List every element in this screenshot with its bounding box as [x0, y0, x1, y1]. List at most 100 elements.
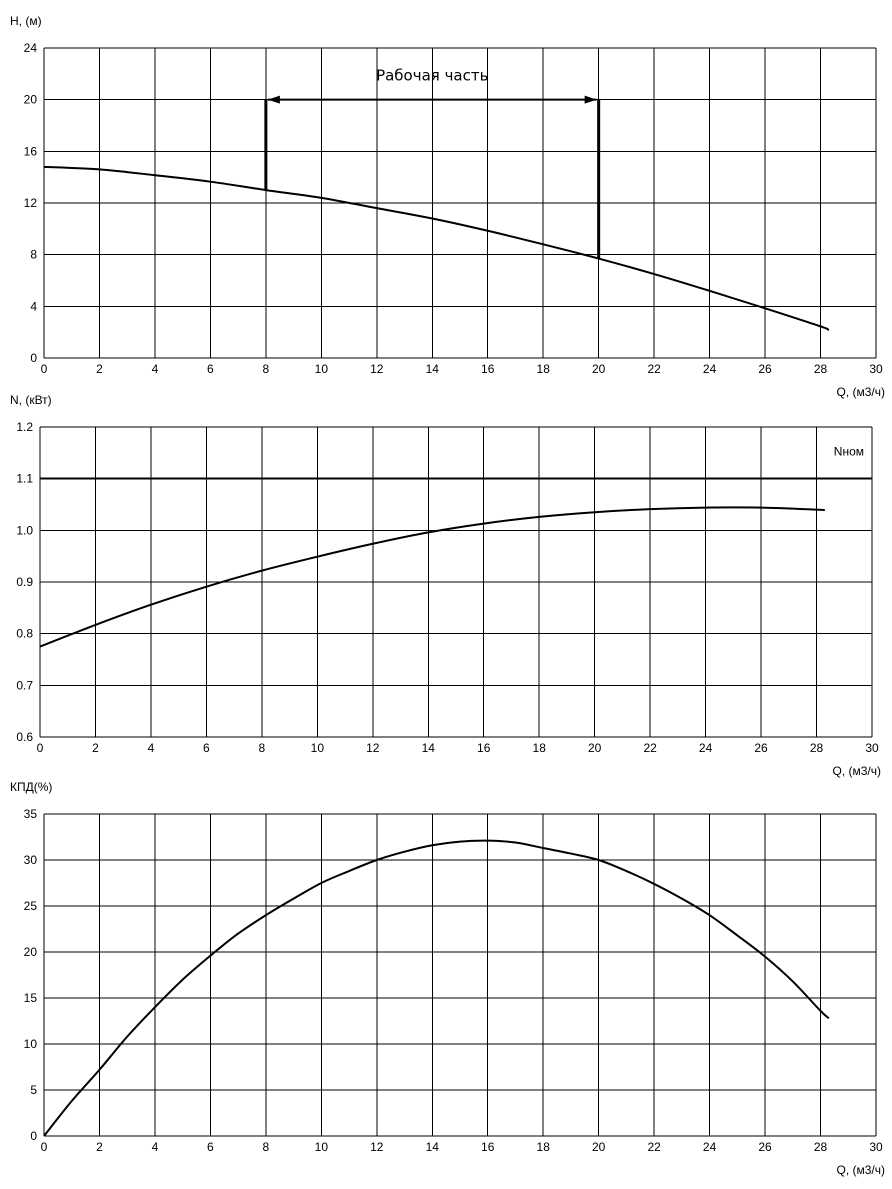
power-x-tick-label: 20 [588, 741, 602, 755]
working-range-label: Рабочая часть [376, 67, 488, 85]
power-x-tick-label: 0 [37, 741, 44, 755]
power-x-tick-label: 16 [477, 741, 491, 755]
power-y-tick-label: 1.2 [16, 420, 33, 434]
efficiency-y-tick-label: 25 [24, 899, 38, 913]
head-x-tick-label: 14 [426, 362, 440, 376]
power-data-point [824, 509, 826, 511]
power-data-point [94, 624, 96, 626]
efficiency-data-point [348, 870, 350, 872]
power-x-tick-label: 10 [311, 741, 325, 755]
head-data-point [487, 230, 489, 232]
power-data-point [816, 509, 818, 511]
efficiency-chart: 0 2 4 6 8 10 12 14 16 18 20 22 24 26 28 300510152025303… [10, 780, 885, 1177]
head-data-point [98, 168, 100, 170]
efficiency-data-point [598, 859, 600, 861]
head-x-tick-label: 18 [537, 362, 551, 376]
power-data-point [483, 523, 485, 525]
head-x-tick-label: 28 [814, 362, 828, 376]
power-data-point [427, 531, 429, 533]
efficiency-x-tick-label: 30 [869, 1140, 883, 1154]
efficiency-data-point [487, 840, 489, 842]
efficiency-data-point [404, 851, 406, 853]
efficiency-data-point [514, 842, 516, 844]
efficiency-data-point [43, 1135, 45, 1137]
power-y-tick-label: 0.6 [16, 730, 33, 744]
head-x-tick-label: 20 [592, 362, 606, 376]
head-y-tick-label: 0 [30, 351, 37, 365]
head-y-tick-label: 20 [24, 93, 38, 107]
head-y-tick-label: 12 [24, 196, 38, 210]
power-x-axis-title: Q, (м3/ч) [832, 764, 881, 778]
efficiency-curve [43, 839, 830, 1137]
head-data-point [542, 243, 544, 245]
power-data-point [150, 604, 152, 606]
head-x-tick-label: 24 [703, 362, 717, 376]
efficiency-data-point [237, 933, 239, 935]
head-x-tick-label: 6 [207, 362, 214, 376]
efficiency-data-point [209, 955, 211, 957]
efficiency-x-tick-label: 0 [41, 1140, 48, 1154]
head-x-tick-label: 2 [96, 362, 103, 376]
head-chart: 0 2 4 6 8 10 12 14 16 18 20 22 24 26 28 3004812162024H,… [10, 14, 885, 399]
efficiency-data-point [681, 898, 683, 900]
efficiency-y-tick-label: 35 [24, 807, 38, 821]
power-data-point [39, 646, 41, 648]
efficiency-x-tick-label: 24 [703, 1140, 717, 1154]
power-x-tick-label: 14 [422, 741, 436, 755]
head-data-point [431, 218, 433, 220]
power-y-tick-label: 1.0 [16, 523, 33, 537]
power-curve [39, 506, 825, 648]
power-data-point [316, 556, 318, 558]
efficiency-data-point [764, 956, 766, 958]
efficiency-data-point [154, 1006, 156, 1008]
efficiency-y-tick-label: 30 [24, 853, 38, 867]
efficiency-data-point [431, 844, 433, 846]
efficiency-data-point [653, 883, 655, 885]
head-y-axis-title: H, (м) [10, 14, 42, 28]
head-data-point [820, 325, 822, 327]
power-x-tick-label: 22 [643, 741, 657, 755]
head-data-point [828, 329, 830, 331]
efficiency-data-point [625, 870, 627, 872]
head-data-point [764, 307, 766, 309]
efficiency-x-tick-label: 6 [207, 1140, 214, 1154]
working-range-left-arrowhead [267, 95, 280, 104]
power-y-tick-label: 0.9 [16, 575, 33, 589]
head-x-tick-label: 4 [152, 362, 159, 376]
efficiency-data-point [792, 980, 794, 982]
working-range-right-arrowhead [584, 95, 597, 104]
head-x-tick-label: 16 [481, 362, 495, 376]
power-x-tick-label: 24 [699, 741, 713, 755]
efficiency-data-point [376, 859, 378, 861]
power-x-tick-label: 18 [533, 741, 547, 755]
head-x-tick-label: 22 [647, 362, 661, 376]
power-chart: 0 2 4 6 8 10 12 14 16 18 20 22 24 26 28 300.60.70.80.91… [10, 393, 881, 778]
efficiency-x-tick-label: 16 [481, 1140, 495, 1154]
power-y-tick-label: 1.1 [16, 472, 33, 486]
efficiency-x-tick-label: 20 [592, 1140, 606, 1154]
efficiency-data-point [71, 1100, 73, 1102]
efficiency-data-point [126, 1036, 128, 1038]
efficiency-x-tick-label: 2 [96, 1140, 103, 1154]
efficiency-x-tick-label: 26 [758, 1140, 772, 1154]
power-y-tick-label: 0.7 [16, 678, 33, 692]
head-data-point [709, 290, 711, 292]
head-y-tick-label: 4 [30, 299, 37, 313]
power-x-tick-label: 8 [259, 741, 266, 755]
power-y-axis-title: N, (кВт) [10, 393, 52, 407]
power-x-tick-label: 26 [754, 741, 768, 755]
efficiency-data-point [293, 898, 295, 900]
head-data-point [653, 273, 655, 275]
head-y-tick-label: 8 [30, 248, 37, 262]
efficiency-data-point [736, 934, 738, 936]
head-y-tick-label: 16 [24, 144, 38, 158]
efficiency-x-tick-label: 12 [370, 1140, 384, 1154]
efficiency-x-tick-label: 22 [647, 1140, 661, 1154]
head-x-tick-label: 0 [41, 362, 48, 376]
power-data-point [760, 507, 762, 509]
power-y-tick-label: 0.8 [16, 627, 33, 641]
efficiency-y-axis-title: КПД(%) [10, 780, 52, 794]
efficiency-x-tick-label: 14 [426, 1140, 440, 1154]
head-x-tick-label: 10 [315, 362, 329, 376]
